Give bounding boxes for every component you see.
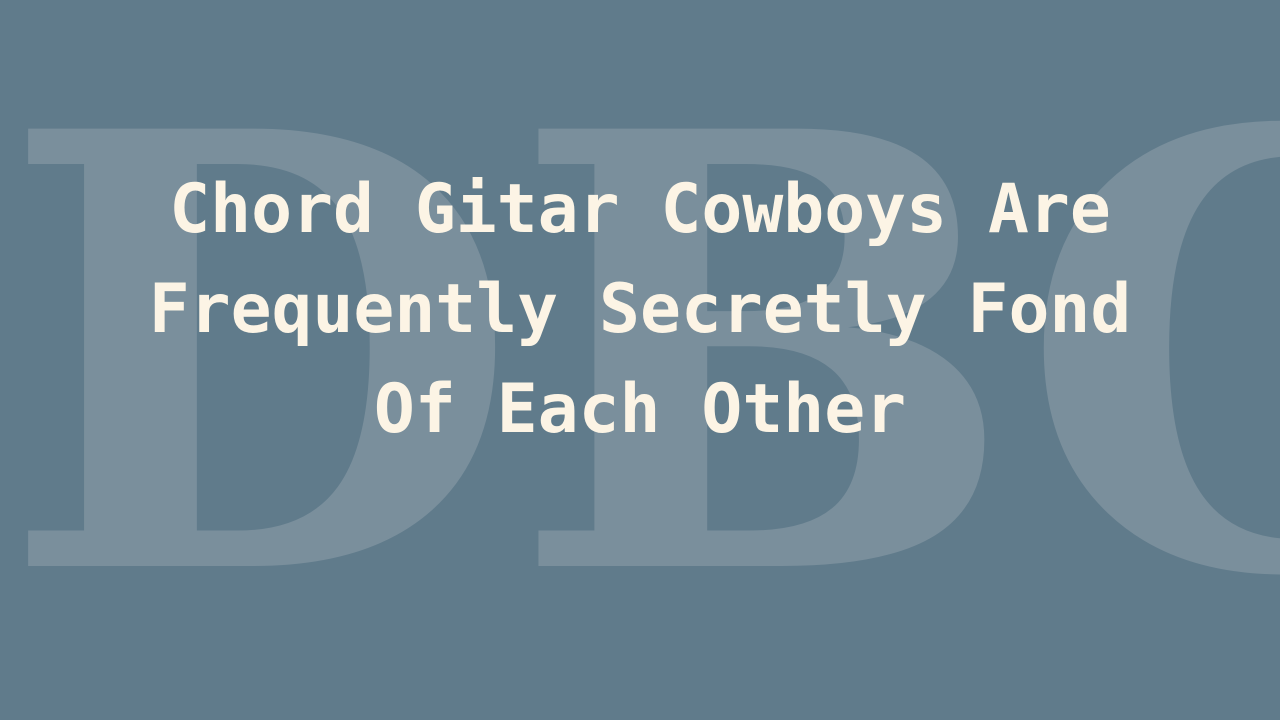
dbc-logo-watermark: DBC: [0, 3, 1280, 708]
page-title: Chord Gitar Cowboys Are Frequently Secre…: [148, 170, 1132, 449]
